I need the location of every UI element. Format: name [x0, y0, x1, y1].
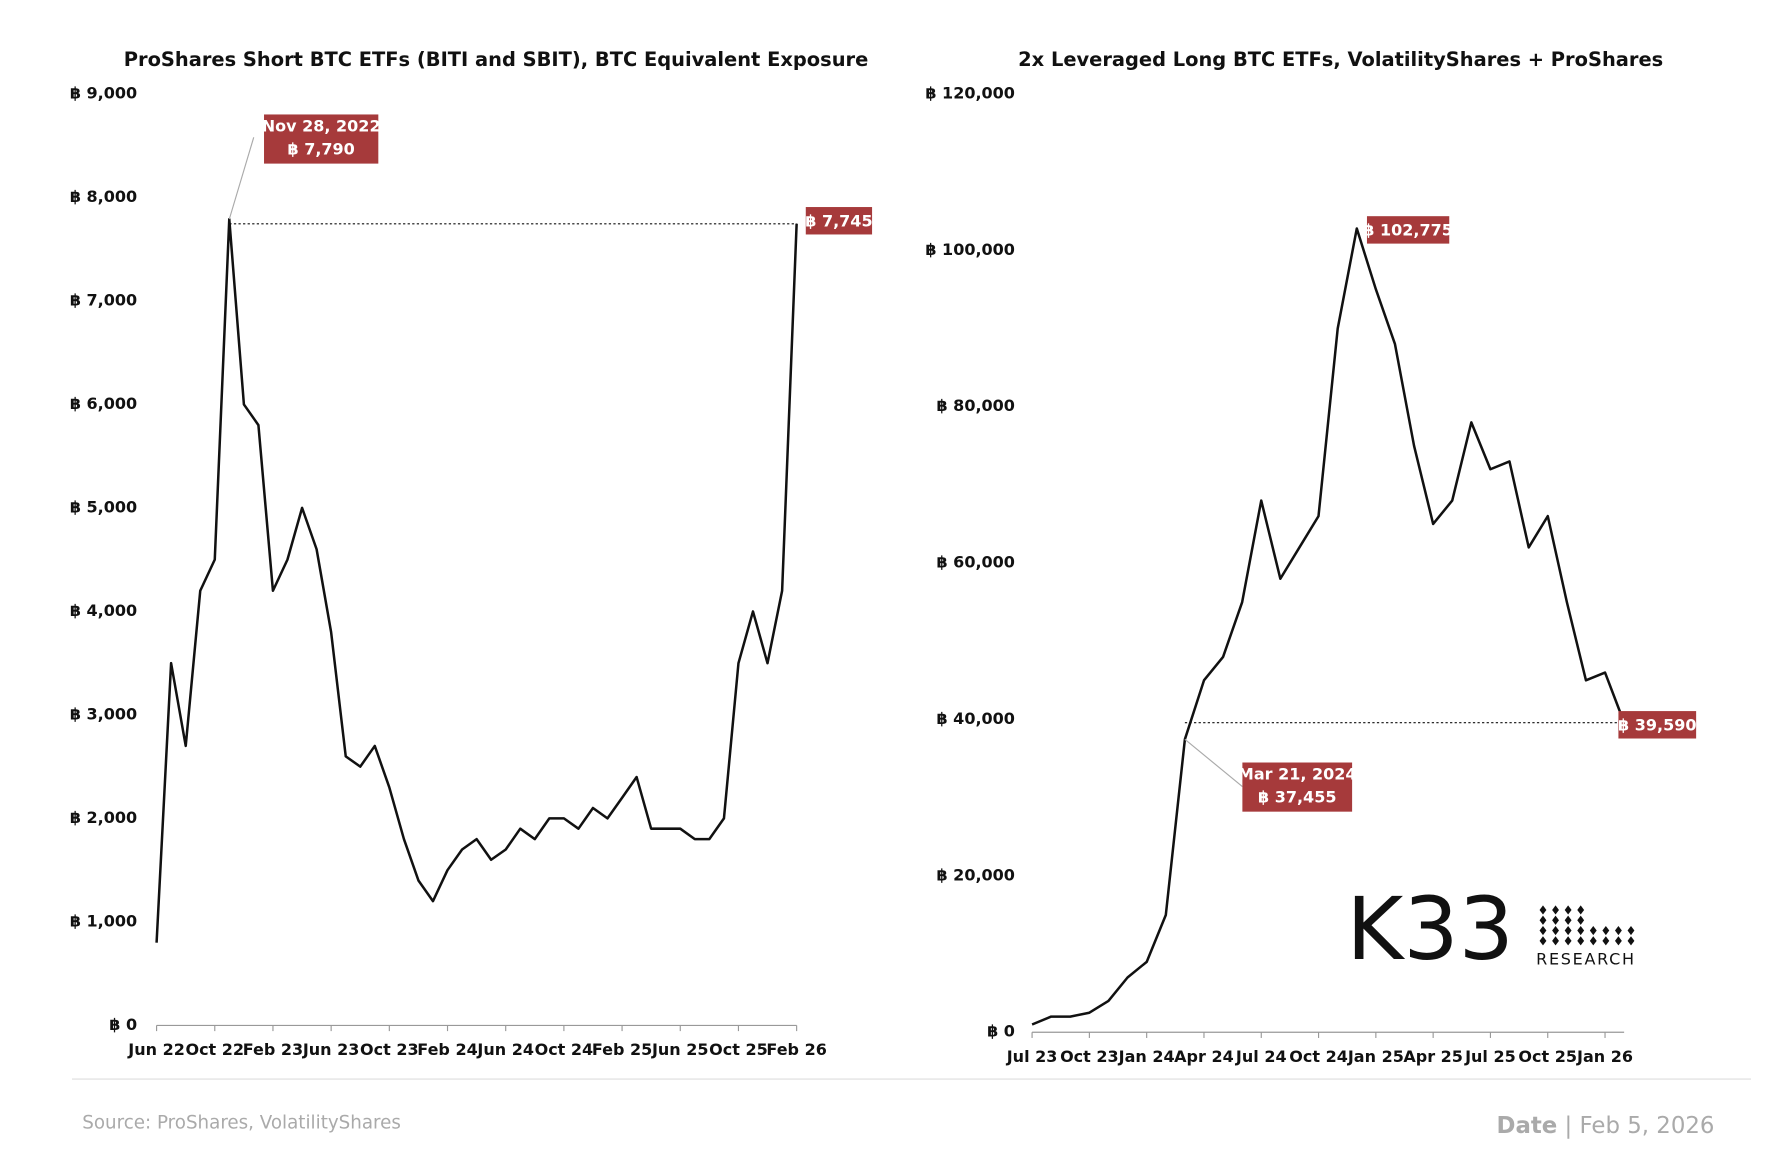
x-tick-label: Jun 24: [476, 1040, 534, 1059]
logo-dot: [1564, 905, 1572, 915]
annotation-text: ฿ 7,790: [288, 139, 355, 158]
y-tick-label: ฿ 120,000: [925, 83, 1015, 102]
leader-line: [1184, 738, 1243, 787]
logo-dot: [1614, 936, 1622, 946]
y-tick-label: ฿ 2,000: [70, 808, 137, 827]
logo-dots: [1539, 905, 1635, 946]
x-tick-label: Oct 25: [1518, 1047, 1577, 1066]
x-tick-label: Jun 23: [302, 1040, 360, 1059]
x-tick-label: Feb 25: [592, 1040, 652, 1059]
chart-title: ProShares Short BTC ETFs (BITI and SBIT)…: [124, 48, 868, 71]
x-tick-label: Oct 24: [535, 1040, 594, 1059]
x-tick-label: Apr 24: [1174, 1047, 1234, 1066]
logo-dot: [1539, 925, 1547, 936]
y-tick-label: ฿ 80,000: [936, 396, 1014, 415]
logo-dot: [1627, 936, 1635, 946]
logo-dot: [1564, 925, 1572, 936]
annotation-box: [805, 207, 873, 235]
y-tick-label: ฿ 3,000: [70, 704, 137, 723]
logo-dot: [1577, 925, 1585, 936]
date: Date | Feb 5, 2026: [1497, 1112, 1715, 1138]
logo-dot: [1627, 925, 1635, 936]
series-line: [155, 217, 798, 943]
annotation-text: Mar 21, 2024: [1238, 765, 1357, 784]
y-tick-label: ฿ 0: [987, 1022, 1015, 1041]
x-tick-label: Feb 24: [417, 1040, 477, 1059]
logo-dot: [1539, 915, 1547, 925]
leader-line: [228, 137, 255, 220]
annotation-box: [1242, 762, 1353, 812]
y-tick-label: ฿ 40,000: [936, 709, 1014, 728]
x-tick-label: Jul 25: [1464, 1047, 1516, 1066]
y-tick-label: ฿ 7,000: [70, 290, 137, 309]
annotation-box: [1366, 216, 1450, 244]
x-tick-label: Jun 22: [127, 1040, 185, 1059]
x-tick-label: Jun 25: [651, 1040, 709, 1059]
x-tick-label: Jul 23: [1006, 1047, 1058, 1066]
logo-dot: [1552, 925, 1559, 936]
date-value: | Feb 5, 2026: [1565, 1112, 1715, 1138]
x-tick-label: Oct 22: [185, 1040, 244, 1059]
source: Source: ProShares, VolatilityShares: [82, 1113, 401, 1134]
x-tick-label: Oct 24: [1289, 1047, 1348, 1066]
x-tick-label: Feb 26: [766, 1040, 826, 1059]
logo-dot: [1589, 925, 1597, 936]
y-tick-label: ฿ 4,000: [70, 601, 137, 620]
y-tick-label: ฿ 60,000: [936, 553, 1014, 572]
annotation-text: ฿ 37,455: [1258, 787, 1336, 806]
annotation-text: ฿ 39,590: [1618, 715, 1696, 734]
annotation-text: ฿ 7,745: [805, 211, 872, 230]
annotation-box: [1618, 711, 1697, 739]
chart-title: 2x Leveraged Long BTC ETFs, VolatilitySh…: [1018, 48, 1663, 71]
annotation-box: [264, 114, 379, 164]
logo-dot: [1602, 925, 1610, 936]
logo-dot: [1552, 905, 1559, 915]
annotation-text: ฿ 102,775: [1363, 221, 1453, 240]
logo-dot: [1577, 905, 1585, 915]
annotation-text: Nov 28, 2022: [262, 117, 381, 136]
x-tick-label: Jan 26: [1576, 1047, 1633, 1066]
y-tick-label: ฿ 0: [109, 1015, 137, 1034]
logo-dot: [1602, 936, 1610, 946]
logo-dot: [1564, 936, 1572, 946]
logo-sub: RESEARCH: [1536, 950, 1636, 969]
y-tick-label: ฿ 1,000: [70, 911, 137, 930]
logo-dot: [1552, 915, 1559, 925]
y-tick-label: ฿ 100,000: [925, 240, 1015, 259]
x-tick-label: Jan 24: [1118, 1047, 1175, 1066]
logo-dot: [1614, 925, 1622, 936]
logo-dot: [1564, 915, 1572, 925]
logo-dot: [1539, 936, 1547, 946]
series-line: [1031, 227, 1626, 1026]
x-tick-label: Feb 23: [243, 1040, 303, 1059]
y-tick-label: ฿ 6,000: [70, 394, 137, 413]
x-tick-label: Apr 25: [1403, 1047, 1463, 1066]
date-label: Date: [1497, 1112, 1558, 1138]
y-tick-label: ฿ 20,000: [936, 865, 1014, 884]
logo-dot: [1552, 936, 1559, 946]
logo-dot: [1539, 905, 1547, 915]
y-tick-label: ฿ 8,000: [70, 187, 137, 206]
x-tick-label: Oct 23: [360, 1040, 419, 1059]
x-tick-label: Jan 25: [1347, 1047, 1404, 1066]
logo-dot: [1577, 915, 1585, 925]
y-tick-label: ฿ 9,000: [70, 83, 137, 102]
y-tick-label: ฿ 5,000: [70, 497, 137, 516]
x-tick-label: Jul 24: [1235, 1047, 1287, 1066]
logo: K33: [1346, 879, 1513, 980]
logo-dot: [1589, 936, 1597, 946]
x-tick-label: Oct 25: [709, 1040, 768, 1059]
x-tick-label: Oct 23: [1060, 1047, 1119, 1066]
logo-dot: [1577, 936, 1585, 946]
